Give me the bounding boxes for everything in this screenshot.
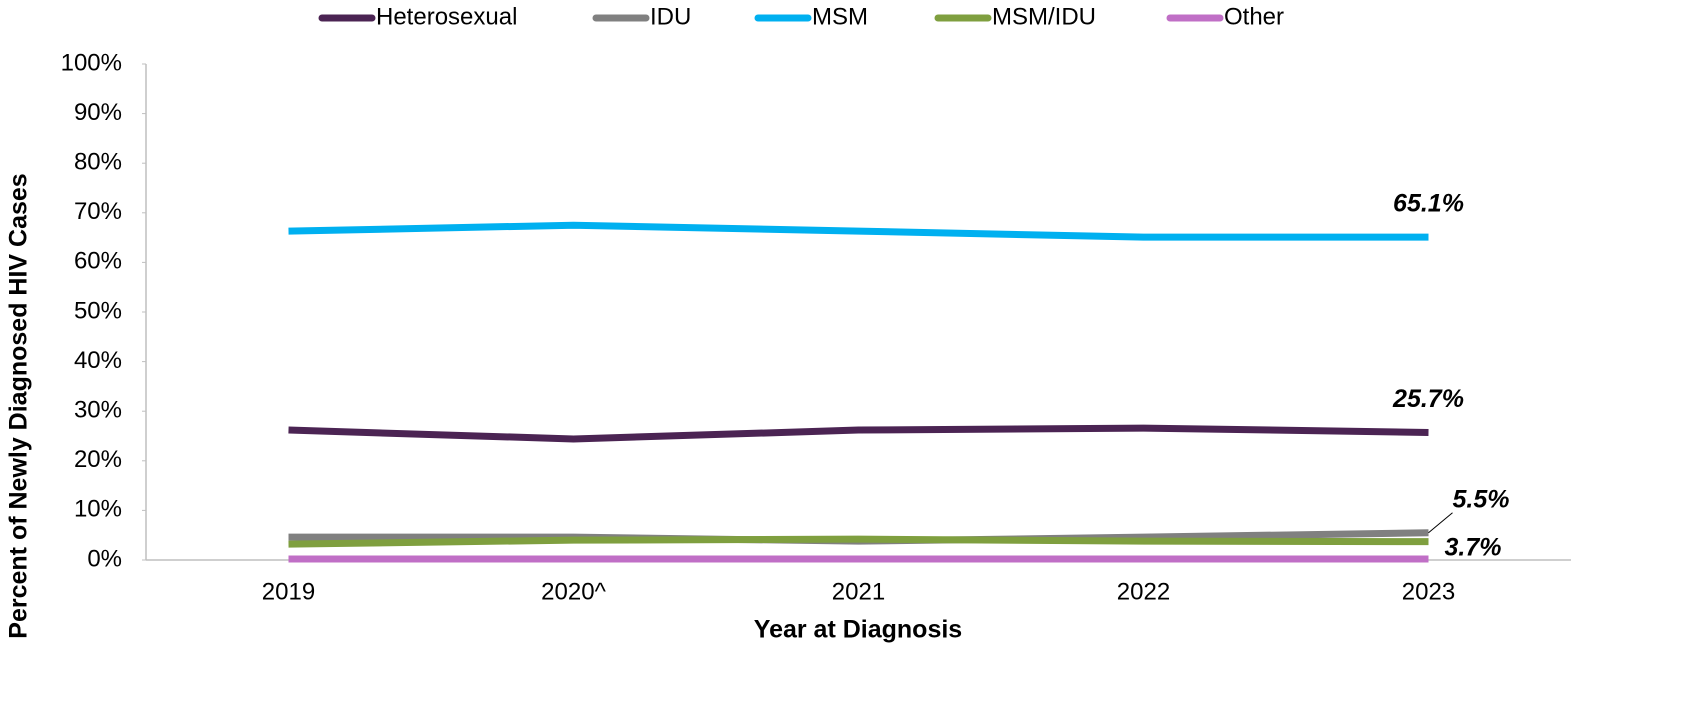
- y-tick-label: 40%: [74, 347, 122, 374]
- y-tick-label: 80%: [74, 149, 122, 176]
- data-label: 25.7%: [1392, 385, 1464, 413]
- y-tick-label: 20%: [74, 446, 122, 473]
- y-tick-label: 60%: [74, 248, 122, 275]
- series-line: [288, 221, 1429, 241]
- legend-label: MSM/IDU: [992, 3, 1096, 30]
- leader-line: [1428, 512, 1453, 534]
- x-tick-label: 2022: [1117, 578, 1170, 605]
- legend-label: IDU: [650, 3, 691, 30]
- y-tick-label: 30%: [74, 397, 122, 424]
- y-axis-title: Percent of Newly Diagnosed HIV Cases: [5, 173, 33, 638]
- y-tick-label: 50%: [74, 297, 122, 324]
- y-tick-label: 90%: [74, 99, 122, 126]
- y-tick-label: 70%: [74, 198, 122, 225]
- x-tick-label: 2019: [262, 578, 315, 605]
- data-label: 5.5%: [1453, 485, 1510, 513]
- legend-label: MSM: [812, 3, 868, 30]
- y-tick-label: 0%: [87, 545, 122, 572]
- y-tick-label: 100%: [61, 49, 122, 76]
- x-tick-label: 2023: [1402, 578, 1455, 605]
- x-tick-label: 2021: [832, 578, 885, 605]
- legend-label: Other: [1224, 3, 1284, 30]
- legend-label: Heterosexual: [376, 3, 517, 30]
- data-label: 65.1%: [1393, 190, 1464, 218]
- x-tick-label: 2020^: [541, 578, 606, 605]
- series-line: [288, 424, 1429, 443]
- x-axis-title: Year at Diagnosis: [754, 616, 962, 644]
- series-line: [288, 535, 1429, 548]
- data-label: 3.7%: [1445, 533, 1502, 561]
- y-tick-label: 10%: [74, 496, 122, 523]
